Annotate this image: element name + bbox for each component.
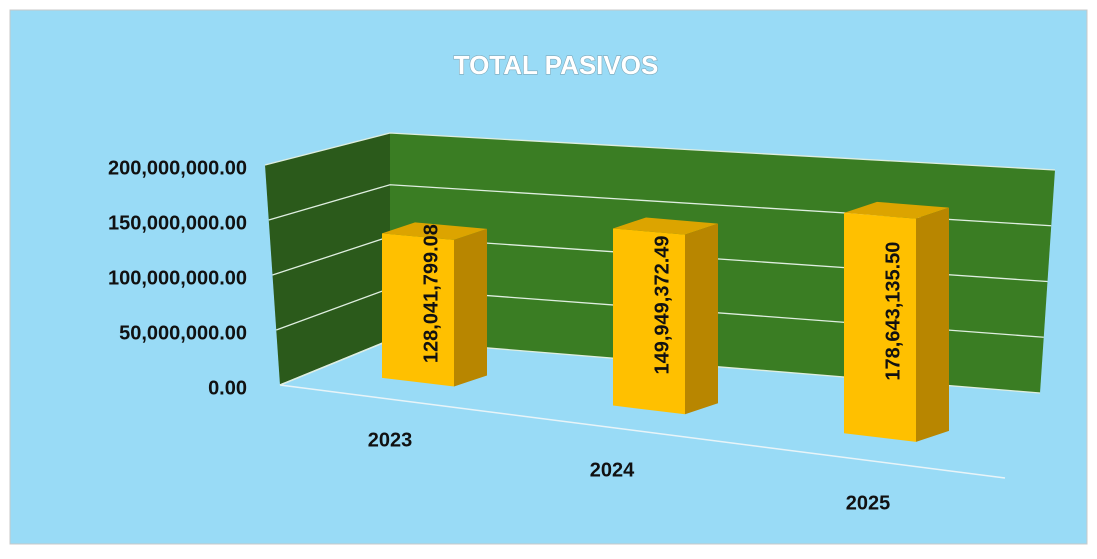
y-tick-label: 50,000,000.00: [119, 322, 247, 344]
bar-top: [613, 217, 718, 235]
chart-title: TOTAL PASIVOS: [454, 50, 659, 80]
bar-side: [454, 228, 487, 387]
bar-top: [382, 222, 487, 240]
bar: [382, 233, 454, 387]
bar-side: [685, 223, 718, 415]
floor-edge: [279, 384, 1006, 479]
y-tick-label: 0.00: [208, 377, 247, 399]
value-label: 128,041,799.08: [420, 224, 442, 363]
bar-side: [916, 207, 949, 442]
bar: [844, 212, 916, 442]
x-tick-label: 2023: [368, 429, 413, 451]
grid-line: [264, 132, 1056, 171]
x-tick-label: 2025: [846, 492, 891, 514]
grid-line: [268, 184, 1052, 227]
value-label: 149,949,372.49: [651, 235, 673, 374]
y-tick-label: 150,000,000.00: [108, 212, 247, 234]
bar: [613, 228, 685, 415]
bar-top: [844, 201, 949, 219]
y-tick-label: 100,000,000.00: [108, 267, 247, 289]
y-tick-label: 200,000,000.00: [108, 157, 247, 179]
value-label: 178,643,135.50: [882, 242, 904, 381]
x-tick-label: 2024: [590, 459, 635, 481]
